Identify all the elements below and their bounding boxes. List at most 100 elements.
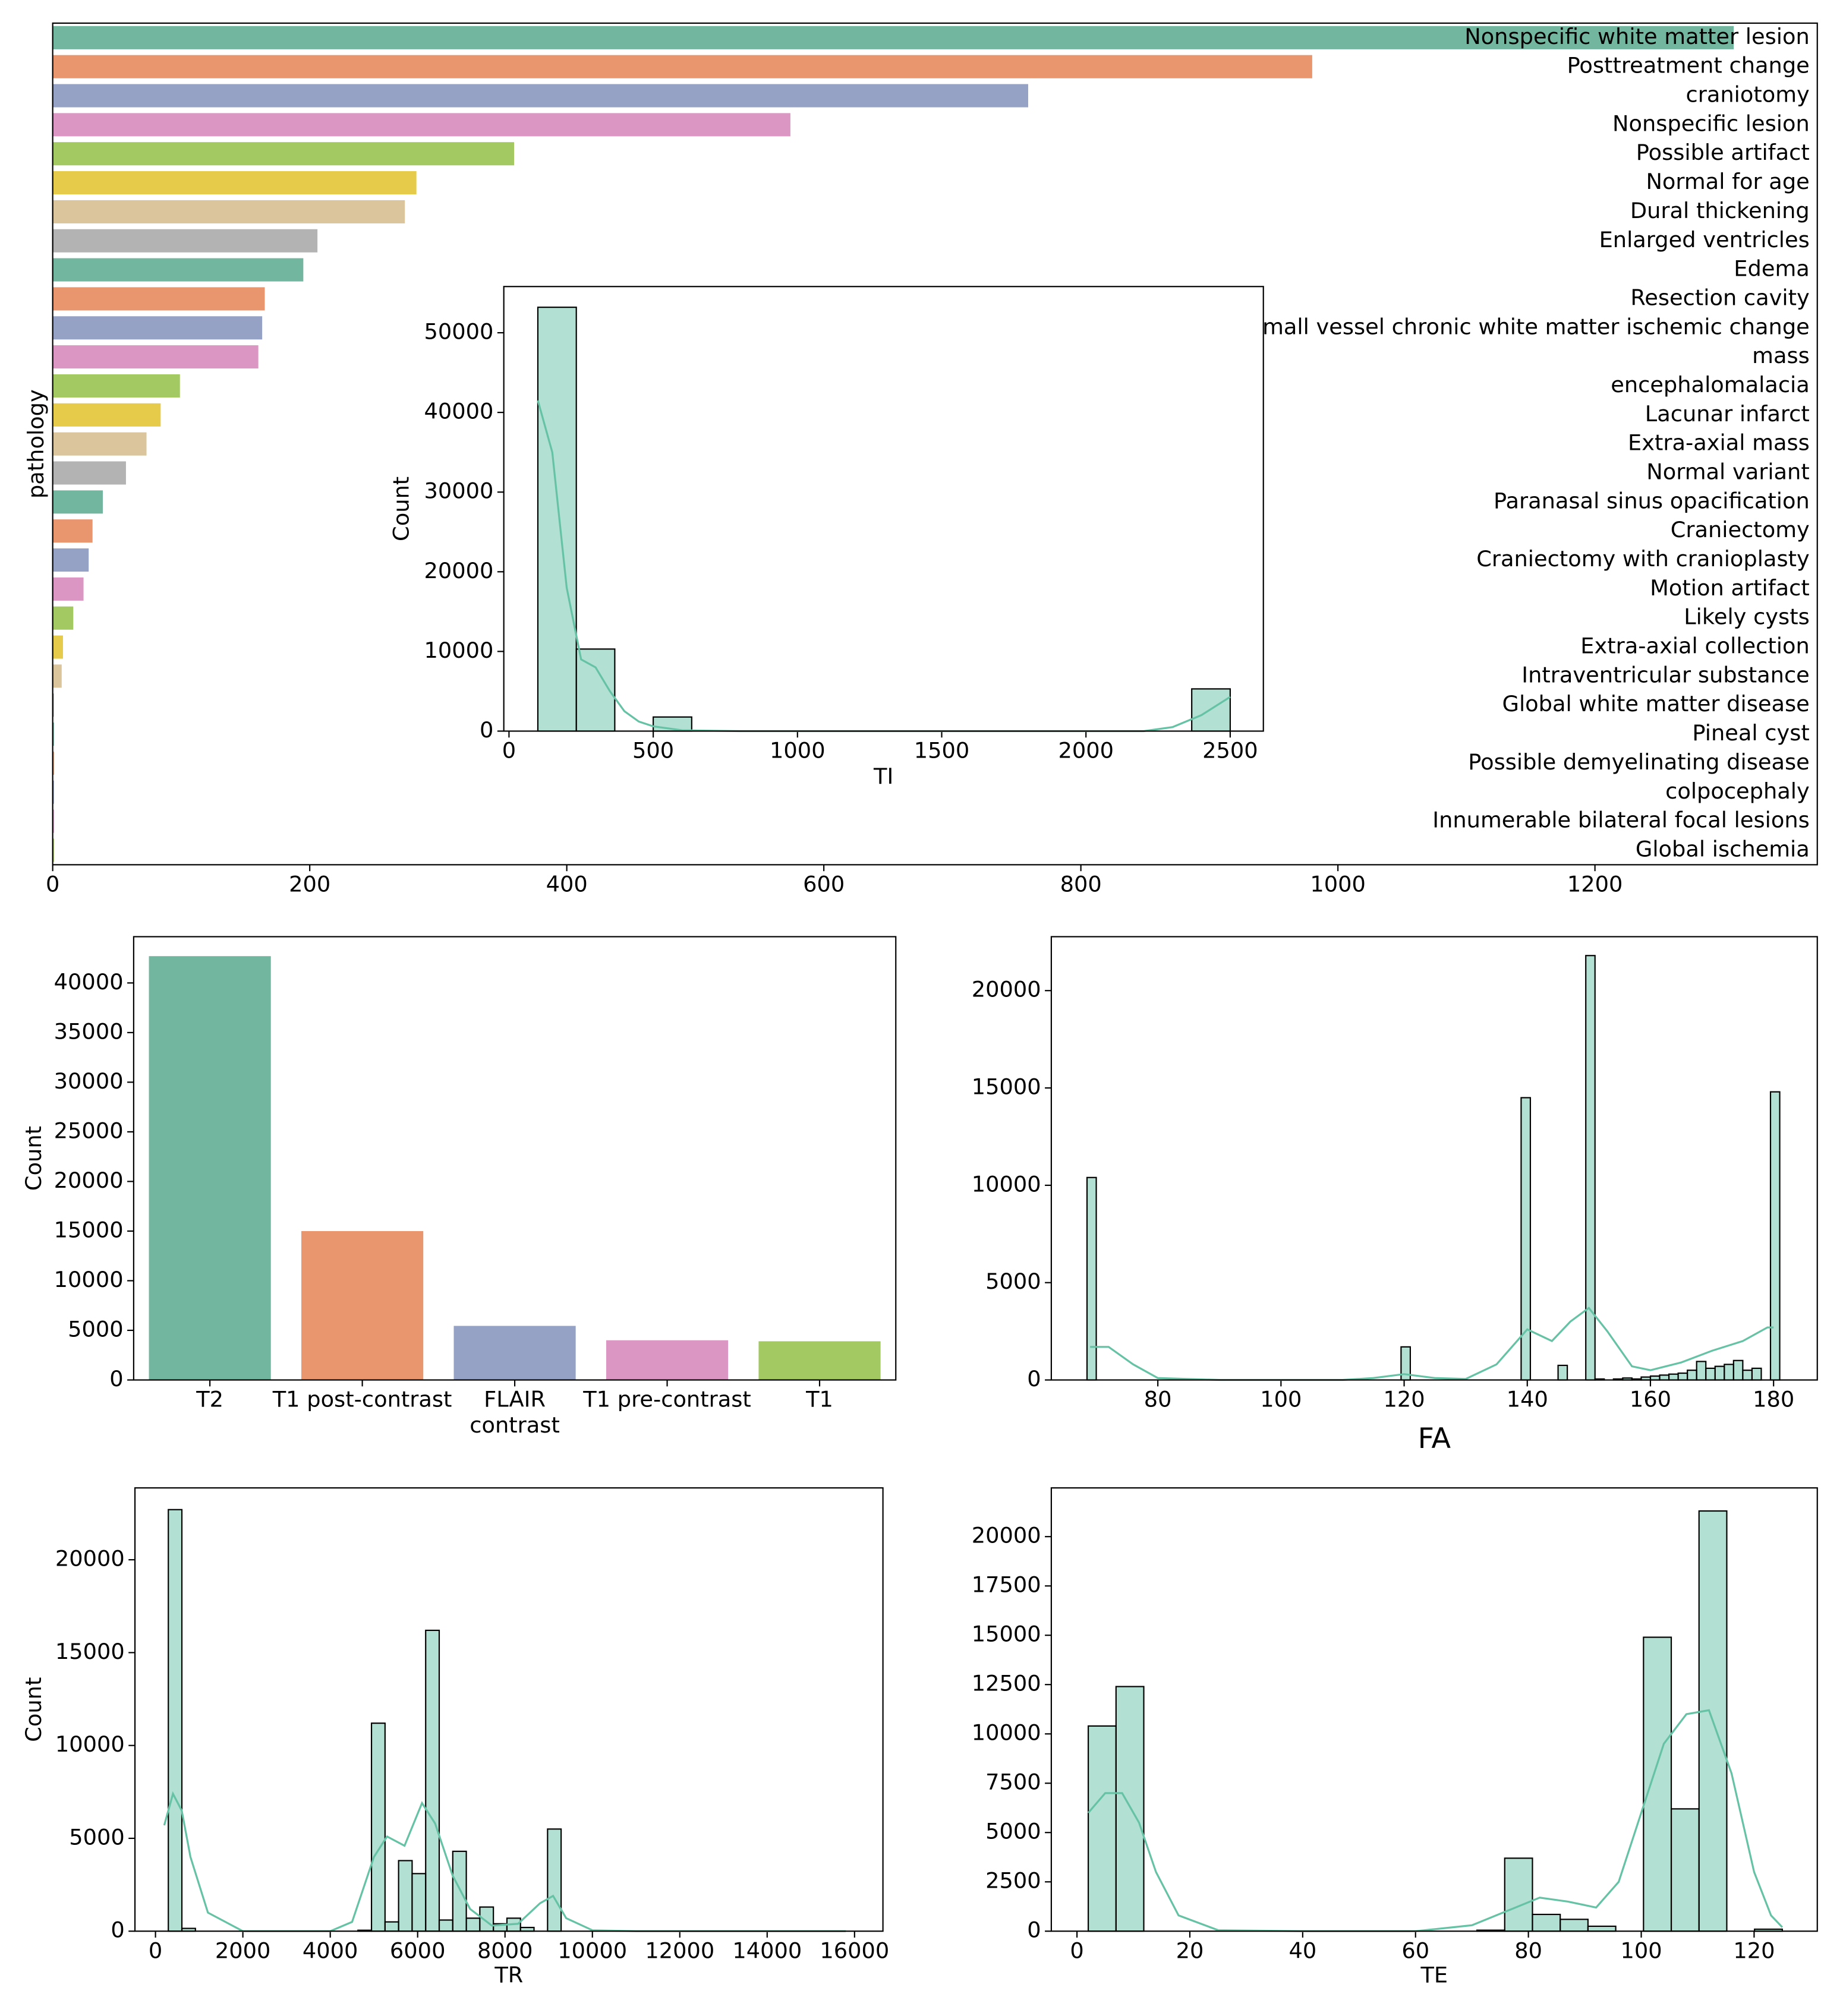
y-tick-label: 10000 [55,1731,125,1757]
category-label: Normal for age [1646,169,1809,194]
x-tick-label: T2 [196,1387,223,1412]
category-label: Resection cavity [1630,285,1809,310]
y-tick-label: 20000 [972,1523,1041,1548]
histogram-bar [1585,955,1596,1381]
histogram-bar [1732,1359,1744,1381]
y-tick-label: 25000 [54,1118,124,1143]
category-label: colpocephaly [1665,778,1810,804]
histogram-bar [1696,1361,1707,1381]
category-label: encephalomalacia [1611,372,1810,397]
bar [52,26,1734,49]
kde-line [163,1791,846,1932]
histogram-bar [1115,1686,1145,1932]
bar [52,258,304,282]
histogram-bar [537,307,577,732]
category-label: craniotomy [1686,82,1810,108]
category-label: Lacunar infarct [1645,401,1810,427]
bar [52,635,63,659]
bar [301,1231,424,1380]
bar [758,1341,881,1380]
x-tick-label: 0 [149,1938,162,1963]
plot-background [1051,936,1817,1380]
x-tick-label: 4000 [303,1938,358,1963]
x-tick-label: T1 post-contrast [272,1387,452,1412]
y-tick-label: 35000 [54,1018,124,1044]
bar [52,55,1312,78]
y-tick-label: 0 [1027,1366,1041,1392]
category-label: Extra-axial collection [1580,633,1809,659]
bar [52,577,84,601]
x-tick-label: 160 [1630,1387,1671,1412]
y-tick-label: 20000 [972,977,1041,1002]
histogram-bar [1687,1370,1697,1381]
histogram-bar [1643,1636,1672,1932]
histogram-bar [1714,1365,1725,1381]
bar [52,664,62,688]
x-tick-label: FLAIR [484,1387,546,1412]
bar [52,606,74,630]
y-axis-label: Count [388,477,414,541]
histogram-bar [1751,1367,1762,1381]
bar [52,461,126,485]
histogram-bar [1677,1372,1688,1381]
category-label: Posttreatment change [1567,53,1810,78]
bar [52,403,161,427]
plot-frame [52,22,1818,866]
x-tick-label: T1 [805,1387,833,1412]
category-label: Global ischemia [1636,836,1810,862]
histogram-bar [1088,1725,1117,1932]
x-tick-label: 140 [1507,1387,1548,1412]
category-label: mass [1752,343,1810,368]
bar [52,142,514,166]
y-tick-label: 5000 [985,1819,1041,1844]
plot-frame [133,936,897,1381]
histogram-bar [1587,1925,1617,1932]
bar [52,345,259,369]
y-tick-label: 10000 [424,638,493,663]
x-axis-label: contrast [470,1412,560,1438]
x-tick-label: 60 [1401,1938,1429,1963]
kde-line [537,400,1231,733]
y-tick-label: 2500 [985,1868,1041,1894]
category-label: Nonspecific white matter lesion [1464,24,1810,49]
y-tick-label: 20000 [424,558,493,583]
category-label: Craniectomy with cranioplasty [1476,546,1810,572]
x-axis-label: FA [1418,1422,1451,1455]
bar [52,200,405,223]
x-tick-label: 1500 [914,738,970,764]
x-tick-label: 40 [1288,1938,1316,1963]
kde-line [1090,1307,1774,1381]
x-tick-label: 800 [1060,871,1102,897]
x-axis-label: TI [873,764,893,789]
histogram-bar [1520,1097,1532,1381]
x-tick-label: 1000 [1310,871,1366,897]
x-tick-label: 400 [546,871,588,897]
y-tick-label: 0 [480,717,493,743]
histogram-bar [1504,1857,1533,1932]
histogram-bar [1724,1364,1734,1381]
histogram-bar [547,1828,562,1932]
y-tick-label: 5000 [985,1269,1041,1294]
bar [52,519,93,543]
y-tick-label: 40000 [424,399,493,424]
x-tick-label: 16000 [820,1938,889,1963]
histogram-bar [1086,1176,1097,1381]
bar [52,287,265,311]
x-tick-label: 14000 [732,1938,802,1963]
y-tick-label: 15000 [972,1074,1041,1100]
y-axis-label: pathology [23,389,49,499]
bar [52,316,263,340]
bar [52,432,147,456]
plot-background [503,286,1264,731]
histogram-bar [1659,1374,1670,1381]
y-tick-label: 15000 [55,1639,125,1664]
histogram-bar [1668,1373,1679,1381]
plot-frame [1050,1487,1818,1932]
plot-background [135,1488,883,1932]
category-label: Extra-axial mass [1628,430,1810,456]
x-tick-label: 500 [632,738,674,764]
category-label: Nonspecific lesion [1612,111,1810,136]
y-tick-label: 50000 [424,319,493,345]
x-tick-label: 8000 [477,1938,533,1963]
y-axis-label: Count [21,1677,46,1742]
